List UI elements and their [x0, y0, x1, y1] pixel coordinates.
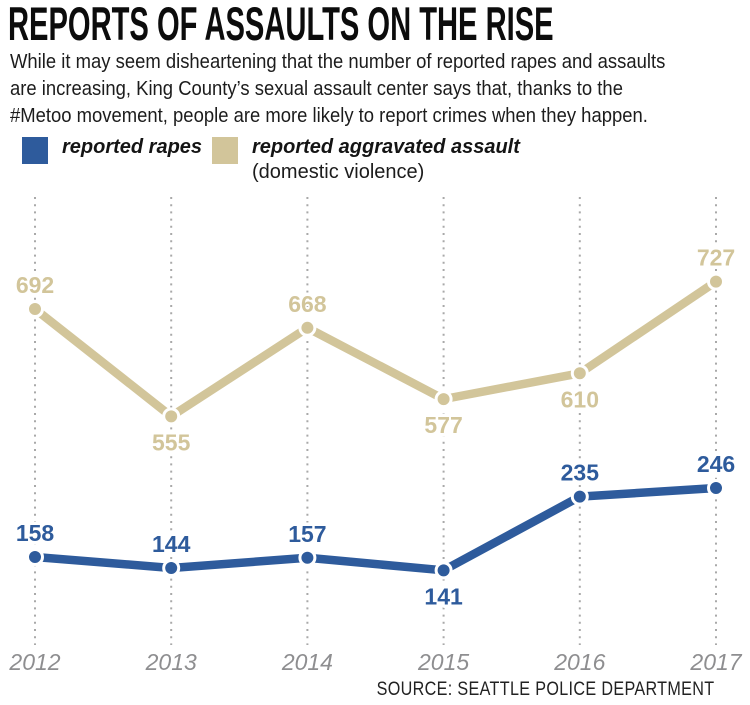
legend-item-aggravated-assault: reported aggravated assault (domestic vi…: [212, 135, 520, 185]
data-point: [162, 407, 181, 426]
line-chart: 2012 2013 2014 2015 2016 2017 692 555 668 577 610 7…: [8, 197, 743, 675]
legend-label-aggravated-assault: reported aggravated assault: [252, 136, 520, 158]
chart-title: REPORTS OF ASSAULTS ON THE RISE: [8, 0, 554, 50]
chart-subtitle: While it may seem disheartening that the…: [10, 48, 665, 129]
chart-legend: reported rapes reported aggravated assau…: [0, 135, 750, 193]
value-label: 727: [697, 245, 735, 271]
value-label: 668: [288, 291, 327, 317]
value-label: 246: [697, 451, 735, 477]
data-point: [434, 561, 453, 580]
x-axis-label: 2015: [417, 649, 469, 675]
value-label: 577: [424, 412, 462, 438]
value-label: 692: [16, 272, 54, 298]
x-axis-label: 2016: [553, 649, 605, 675]
legend-swatch-tan-icon: [212, 137, 238, 164]
value-label: 158: [16, 520, 55, 546]
legend-item-reported-rapes: reported rapes: [22, 135, 202, 164]
source-credit: SOURCE: SEATTLE POLICE DEPARTMENT: [376, 679, 714, 700]
value-label: 141: [424, 583, 463, 609]
data-point: [707, 272, 725, 291]
data-point: [162, 558, 181, 577]
value-label: 235: [561, 460, 600, 486]
value-label: 610: [561, 386, 599, 412]
data-point: [434, 390, 453, 409]
x-axis-label: 2013: [145, 649, 197, 675]
value-label: 157: [288, 521, 326, 547]
value-label: 555: [152, 429, 191, 455]
legend-sublabel-domestic-violence: (domestic violence): [252, 161, 425, 183]
x-axis-label: 2017: [689, 649, 742, 675]
subtitle-line: While it may seem disheartening that the…: [10, 50, 666, 73]
x-axis-label: 2012: [8, 649, 60, 675]
series-line: [30, 483, 721, 575]
data-point: [298, 318, 317, 337]
legend-swatch-blue-icon: [22, 137, 48, 164]
data-point: [298, 548, 317, 567]
x-axis-label: 2014: [281, 649, 333, 675]
data-point: [570, 487, 589, 506]
data-point: [570, 364, 589, 383]
subtitle-line: are increasing, King County’s sexual ass…: [10, 77, 623, 100]
legend-label-reported-rapes: reported rapes: [62, 136, 203, 158]
value-label: 144: [152, 531, 191, 557]
data-point: [26, 548, 44, 566]
data-point: [707, 479, 725, 498]
subtitle-line: #Metoo movement, people are more likely …: [10, 104, 648, 127]
data-point: [26, 300, 44, 318]
series-line: [30, 277, 721, 421]
